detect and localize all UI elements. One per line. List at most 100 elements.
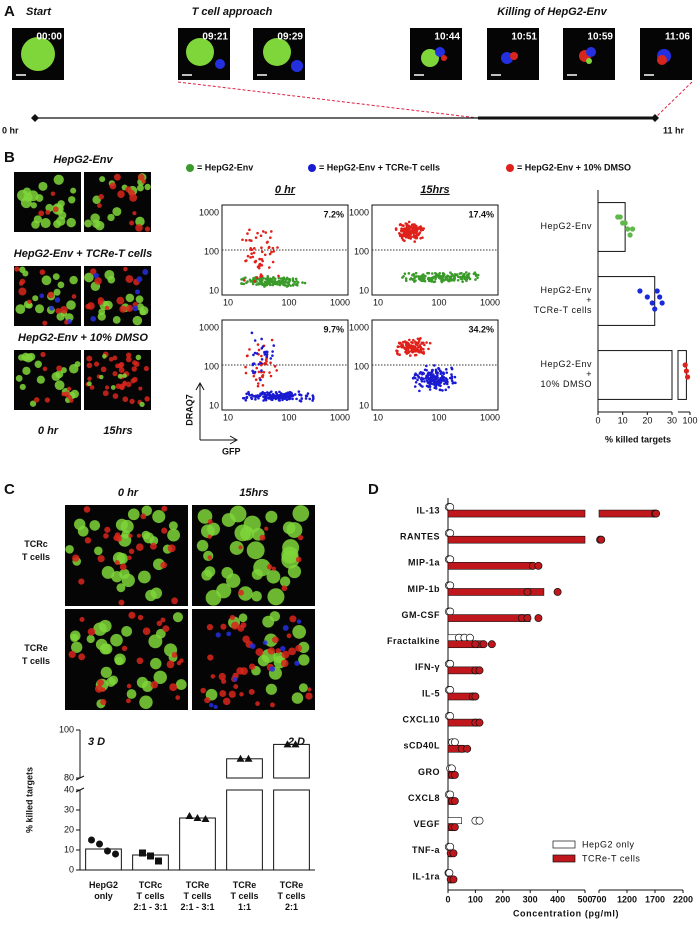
data-point	[446, 607, 455, 616]
category-label: IL-13	[416, 505, 440, 515]
row-label-line: T cells	[22, 552, 50, 562]
cell	[149, 536, 159, 546]
event	[404, 222, 408, 225]
x-tick-label-line: only	[94, 891, 113, 901]
cell	[60, 367, 67, 374]
event	[449, 271, 452, 274]
cell	[136, 276, 143, 283]
cell	[104, 305, 110, 311]
cell	[98, 194, 105, 200]
event	[437, 383, 441, 387]
event	[265, 282, 268, 286]
event	[256, 265, 260, 269]
cell	[129, 220, 135, 226]
event	[270, 250, 273, 254]
cell	[104, 526, 111, 533]
event	[401, 343, 404, 346]
cell	[71, 641, 83, 653]
data-point	[450, 797, 459, 805]
event	[412, 234, 416, 238]
event	[422, 274, 425, 277]
event	[476, 273, 480, 277]
event	[269, 361, 272, 365]
x-tick-label: 300	[523, 894, 538, 904]
data-point	[449, 875, 458, 884]
cell	[128, 611, 136, 619]
event	[260, 274, 264, 278]
cell	[282, 521, 296, 535]
time-lapse-frame	[563, 28, 615, 80]
cell	[156, 620, 163, 627]
image-time: 0 hr	[38, 425, 59, 437]
event	[407, 343, 411, 347]
microscopy-image	[84, 172, 151, 232]
event	[269, 374, 273, 378]
cell	[117, 190, 125, 198]
flow-plot-image	[240, 228, 307, 288]
event	[419, 278, 423, 281]
event	[267, 266, 271, 269]
event	[256, 231, 259, 235]
category-label: GM-CSF	[402, 610, 441, 620]
event	[428, 388, 432, 391]
x-tick-label: 10	[618, 415, 628, 425]
event	[464, 271, 468, 274]
cell	[97, 555, 105, 563]
event	[448, 376, 452, 380]
event	[277, 398, 281, 402]
event	[243, 279, 246, 282]
cell	[86, 634, 95, 644]
event	[276, 246, 279, 249]
cell	[51, 372, 61, 381]
cell	[501, 52, 513, 64]
cell	[45, 209, 51, 215]
event	[398, 223, 402, 227]
cell	[160, 561, 167, 569]
panel-a-title: T cell approach	[192, 6, 273, 18]
cell	[96, 203, 102, 208]
event	[294, 277, 298, 281]
event	[258, 278, 262, 282]
event	[403, 227, 406, 230]
flow-x-tick-label: 10	[223, 412, 233, 422]
event	[444, 381, 448, 385]
cell	[67, 319, 72, 324]
event	[463, 272, 466, 276]
event	[399, 229, 403, 233]
cell	[132, 305, 139, 312]
cell	[100, 698, 107, 706]
cell	[66, 217, 76, 228]
event	[451, 278, 455, 282]
event	[402, 346, 406, 349]
data-point	[625, 226, 631, 232]
annotation: 3 D	[88, 736, 105, 748]
cell	[125, 356, 132, 363]
event	[433, 280, 437, 283]
event	[246, 254, 250, 258]
cell	[155, 628, 166, 639]
event	[450, 379, 454, 383]
event	[267, 279, 270, 282]
event	[434, 271, 437, 275]
event	[269, 395, 272, 398]
event	[257, 370, 261, 374]
event	[241, 238, 244, 242]
cell	[175, 679, 187, 690]
event	[249, 396, 253, 399]
cell	[267, 588, 285, 606]
event	[437, 367, 441, 371]
cell	[139, 695, 153, 709]
event	[266, 240, 269, 244]
event	[411, 230, 414, 234]
data-point	[523, 614, 532, 623]
cell	[135, 543, 144, 552]
event	[439, 275, 443, 278]
cell	[55, 308, 61, 314]
row-label-line: TCRe	[24, 643, 48, 653]
cell	[215, 632, 221, 638]
data-point	[104, 847, 111, 855]
event	[398, 231, 401, 235]
event	[245, 392, 248, 396]
data-point	[622, 220, 628, 226]
event	[428, 384, 431, 387]
